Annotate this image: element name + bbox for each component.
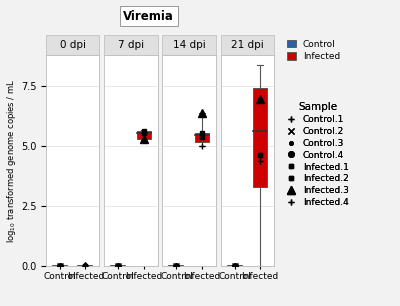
FancyBboxPatch shape [221,35,274,55]
FancyBboxPatch shape [46,35,100,55]
Text: Viremia: Viremia [123,10,174,23]
Y-axis label: log$_{10}$ transformed genome copies / mL: log$_{10}$ transformed genome copies / m… [5,79,18,243]
Bar [137,131,151,139]
Bar [253,88,267,187]
FancyBboxPatch shape [162,35,216,55]
Text: 0 dpi: 0 dpi [60,40,86,50]
Text: 14 dpi: 14 dpi [173,40,206,50]
Text: 21 dpi: 21 dpi [231,40,264,50]
Bar [195,133,209,142]
FancyBboxPatch shape [104,35,158,55]
Text: 7 dpi: 7 dpi [118,40,144,50]
Legend: Control.1, Control.2, Control.3, Control.4, Infected.1, Infected.2, Infected.3, : Control.1, Control.2, Control.3, Control… [286,102,349,207]
